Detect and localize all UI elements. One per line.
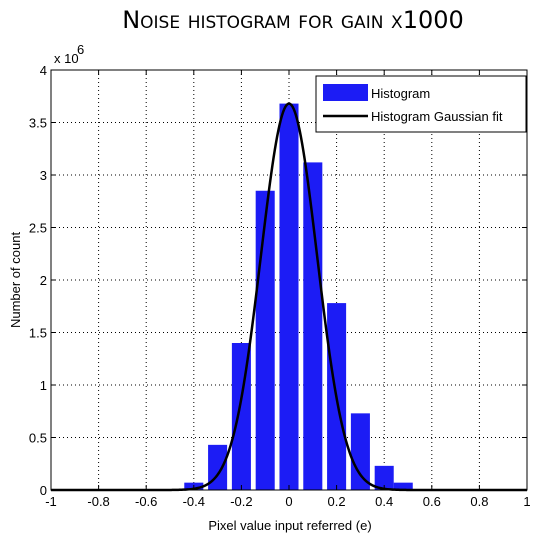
x-tick-label: -1 [45,494,57,509]
y-tick-label: 3 [40,168,47,183]
y-tick-label: 4 [40,63,47,78]
y-tick-label: 0.5 [29,431,47,446]
y-tick-label: 0 [40,483,47,498]
histogram-bar [350,413,370,490]
axis-ticks: -1 -0.8 -0.6 -0.4 -0.2 0 0.2 0.4 0.6 0.8 1 0 0.5 1 1.5… [29,63,531,509]
histogram-bar [303,162,323,490]
y-tick-label: 2 [40,273,47,288]
legend-label-histogram: Histogram [371,86,430,101]
y-tick-label: 1 [40,378,47,393]
x-tick-label: 1 [523,494,530,509]
histogram-bar [255,190,275,490]
y-multiplier: x 10 6 [54,42,84,66]
x-tick-label: -0.4 [183,494,205,509]
x-tick-label: 0.6 [423,494,441,509]
chart-title: Noise histogram for gain x1000 [122,6,464,34]
histogram-bar [279,103,299,490]
bars [184,103,413,490]
y-tick-label: 2.5 [29,221,47,236]
legend: Histogram Histogram Gaussian fit [315,75,527,133]
y-tick-label: 1.5 [29,326,47,341]
x-tick-label: -0.2 [230,494,252,509]
histogram-bar [231,343,251,490]
y-tick-label: 3.5 [29,116,47,131]
x-tick-label: -0.6 [135,494,157,509]
legend-label-gaussian-fit: Histogram Gaussian fit [371,109,503,124]
y-multiplier-label: x 10 [54,51,79,66]
x-tick-label: 0 [285,494,292,509]
y-multiplier-exponent: 6 [77,42,84,57]
x-axis-label: Pixel value input referred (e) [208,518,371,533]
x-tick-label: 0.2 [328,494,346,509]
histogram-bar [393,482,413,490]
x-tick-label: 0.8 [470,494,488,509]
y-axis-label: Number of count [8,232,23,328]
x-tick-label: -0.8 [87,494,109,509]
legend-swatch-histogram [323,84,368,101]
histogram-bar [374,465,394,490]
x-tick-label: 0.4 [375,494,393,509]
